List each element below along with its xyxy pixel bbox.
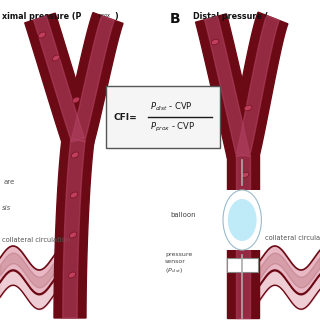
- Bar: [227, 258, 258, 272]
- Text: balloon: balloon: [170, 212, 196, 218]
- Ellipse shape: [38, 32, 46, 38]
- Ellipse shape: [244, 105, 252, 111]
- Polygon shape: [54, 138, 94, 318]
- Ellipse shape: [211, 39, 219, 45]
- Polygon shape: [204, 16, 250, 156]
- Ellipse shape: [68, 272, 76, 278]
- Ellipse shape: [223, 190, 261, 250]
- Polygon shape: [228, 12, 288, 159]
- Ellipse shape: [70, 192, 78, 198]
- FancyBboxPatch shape: [106, 86, 220, 148]
- Polygon shape: [236, 16, 279, 156]
- Bar: [223, 190, 261, 250]
- Text: collateral circulation: collateral circulation: [265, 235, 320, 241]
- Ellipse shape: [241, 172, 249, 178]
- Ellipse shape: [71, 152, 79, 158]
- Text: ): ): [114, 12, 118, 21]
- Text: sis: sis: [2, 205, 11, 211]
- Polygon shape: [63, 12, 123, 144]
- Text: $_{prox}$: $_{prox}$: [98, 12, 111, 21]
- Ellipse shape: [69, 232, 77, 238]
- Text: $\mathit{P}_{dist}$ - CVP: $\mathit{P}_{dist}$ - CVP: [150, 100, 193, 113]
- Text: Distal pressure (: Distal pressure (: [193, 12, 268, 21]
- Text: CFI=: CFI=: [114, 113, 138, 122]
- Polygon shape: [63, 139, 85, 318]
- Polygon shape: [196, 14, 259, 159]
- Text: $\mathit{P}_{prox}$ - CVP: $\mathit{P}_{prox}$ - CVP: [150, 121, 195, 134]
- Polygon shape: [34, 16, 84, 142]
- Polygon shape: [72, 16, 114, 142]
- Polygon shape: [227, 155, 259, 318]
- Text: collateral circulation: collateral circulation: [2, 237, 70, 243]
- Ellipse shape: [228, 199, 257, 241]
- Polygon shape: [236, 155, 250, 318]
- Text: ximal pressure (P: ximal pressure (P: [2, 12, 81, 21]
- Ellipse shape: [72, 97, 80, 103]
- Text: pressure
sensor
($P_{dist}$): pressure sensor ($P_{dist}$): [165, 252, 192, 275]
- Ellipse shape: [52, 55, 60, 61]
- Text: B: B: [170, 12, 180, 26]
- Polygon shape: [25, 13, 93, 145]
- Text: are: are: [4, 179, 15, 185]
